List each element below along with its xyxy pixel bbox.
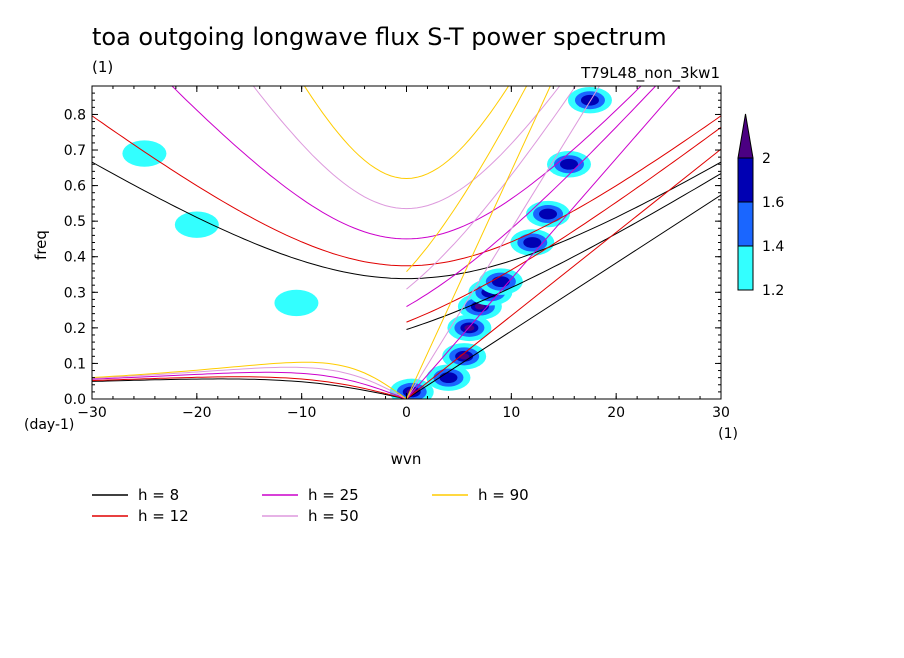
contour-region xyxy=(439,372,458,384)
x-unit-label: (1) xyxy=(718,426,738,442)
x-tick-label: 30 xyxy=(712,405,730,421)
dispersion-curves xyxy=(92,86,721,399)
x-tick-label: 0 xyxy=(402,405,411,421)
dispersion-line xyxy=(406,194,721,399)
legend: h = 8 h = 12 h = 25 h = 50 h = 90 xyxy=(92,486,529,525)
legend-label: h = 8 xyxy=(138,486,179,504)
x-axis-label: wvn xyxy=(391,450,422,468)
dispersion-line xyxy=(92,366,407,399)
colorbar-label: 1.6 xyxy=(762,195,784,211)
legend-label: h = 25 xyxy=(308,486,359,504)
contour-region xyxy=(122,140,167,167)
colorbar-swatch xyxy=(737,157,754,203)
contour-region xyxy=(523,237,542,248)
dispersion-line xyxy=(252,86,561,210)
dispersion-line xyxy=(92,378,407,399)
y-tick-label: 0.4 xyxy=(64,250,86,266)
y-axis-label: freq xyxy=(32,230,50,260)
contour-region xyxy=(491,276,510,288)
contour-region xyxy=(580,94,599,106)
y-tick-label: 0.1 xyxy=(64,356,86,372)
title-unit: (1) xyxy=(92,58,113,76)
legend-label: h = 90 xyxy=(478,486,529,504)
colorbar-label: 1.4 xyxy=(762,239,784,255)
dispersion-line xyxy=(406,173,721,330)
dispersion-line xyxy=(406,86,601,399)
dispersion-line xyxy=(92,161,721,280)
dispersion-line xyxy=(92,361,407,399)
dispersion-line xyxy=(406,148,721,399)
y-tick-label: 0.2 xyxy=(64,321,86,337)
dispersion-line xyxy=(406,86,528,273)
dispersion-line xyxy=(406,86,551,399)
legend-label: h = 50 xyxy=(308,507,359,525)
chart-title: toa outgoing longwave flux S-T power spe… xyxy=(92,23,667,51)
colorbar: 2 1.6 1.4 1.2 xyxy=(737,113,784,299)
x-tick-label: −10 xyxy=(287,405,317,421)
dispersion-line xyxy=(92,376,407,399)
dispersion-line xyxy=(406,86,577,290)
contour-region xyxy=(539,208,558,220)
contour-region xyxy=(559,158,578,170)
dispersion-line xyxy=(92,115,721,267)
y-tick-label: 0.3 xyxy=(64,285,86,301)
contour-region xyxy=(174,211,219,238)
dispersion-line xyxy=(406,126,721,323)
y-unit-label: (day-1) xyxy=(24,417,74,433)
colorbar-swatch xyxy=(737,245,754,291)
colorbar-label: 2 xyxy=(762,151,771,167)
dispersion-line xyxy=(303,86,510,180)
y-tick-label: 0.8 xyxy=(64,107,86,123)
x-tick-label: 10 xyxy=(502,405,520,421)
colorbar-label: 1.2 xyxy=(762,283,784,299)
axis-ticks: −30 −20 −10 0 10 20 30 0.0 0.1 0.2 0.3 0.4 0.5 0.6 0.7… xyxy=(64,85,730,421)
contour-region xyxy=(464,324,475,331)
x-tick-label: 20 xyxy=(607,405,625,421)
y-tick-label: 0.6 xyxy=(64,179,86,195)
colorbar-swatch xyxy=(737,201,754,247)
contour-region xyxy=(274,289,319,317)
significance-contours xyxy=(122,87,612,399)
colorbar-arrow xyxy=(737,113,754,159)
dispersion-line xyxy=(406,86,681,399)
dispersion-line xyxy=(92,371,407,399)
dispersion-line xyxy=(171,86,642,240)
y-tick-label: 0.0 xyxy=(64,392,86,408)
x-tick-label: −30 xyxy=(77,405,107,421)
plot-frame xyxy=(91,85,722,400)
legend-label: h = 12 xyxy=(138,507,189,525)
y-tick-label: 0.7 xyxy=(64,143,86,159)
dispersion-line xyxy=(406,86,657,308)
x-tick-label: −20 xyxy=(182,405,212,421)
contour-region xyxy=(474,303,485,310)
experiment-label: T79L48_non_3kw1 xyxy=(580,64,720,83)
y-tick-label: 0.5 xyxy=(64,214,86,230)
